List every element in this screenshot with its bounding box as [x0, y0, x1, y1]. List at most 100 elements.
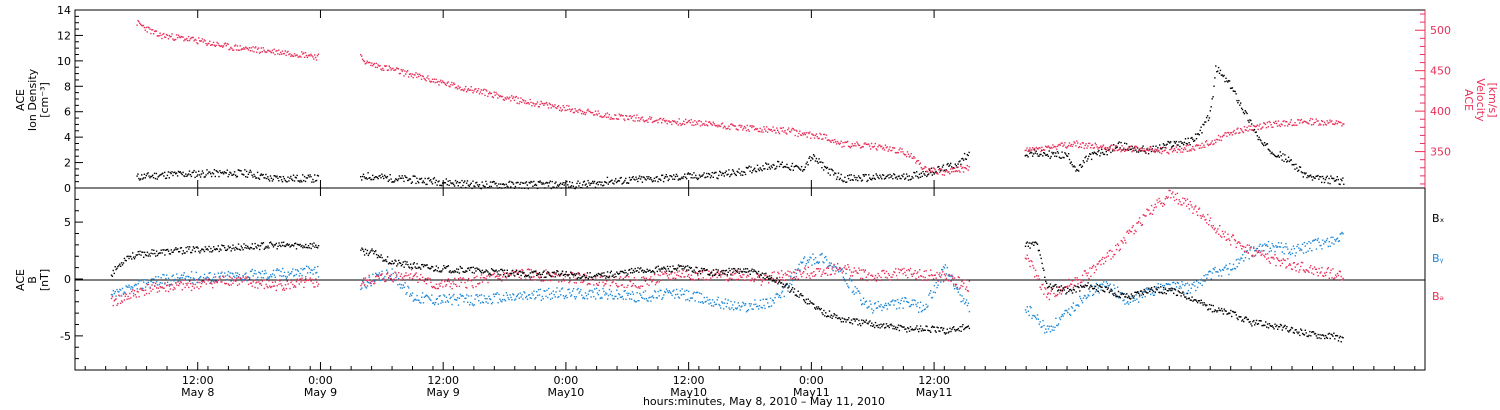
data-point-By [271, 276, 273, 278]
data-point-density [458, 182, 460, 184]
data-point-density [1244, 110, 1246, 112]
data-point-By [1086, 296, 1088, 299]
data-point-density [881, 178, 883, 180]
data-point-velocity [1207, 144, 1210, 147]
data-point-Bz [213, 280, 215, 283]
data-point-Bz [830, 273, 832, 276]
data-point-By [1277, 242, 1280, 244]
data-point-density [406, 176, 408, 179]
data-point-By [421, 296, 423, 298]
data-point-density [946, 163, 948, 166]
data-point-Bz [538, 277, 541, 279]
data-point-By [714, 303, 716, 306]
data-point-density [311, 181, 313, 183]
data-point-density [480, 187, 482, 190]
data-point-By [1234, 268, 1237, 270]
data-point-density [891, 175, 893, 177]
data-point-density [372, 174, 374, 177]
data-point-velocity [444, 83, 447, 85]
data-point-velocity [519, 101, 521, 103]
data-point-density [1271, 151, 1273, 154]
data-point-velocity [736, 128, 738, 131]
data-point-density [1168, 141, 1170, 143]
data-point-By [192, 277, 195, 279]
data-point-Bz [722, 273, 725, 275]
data-point-density [1073, 165, 1075, 167]
data-point-density [1159, 144, 1161, 146]
data-point-density [855, 179, 857, 181]
top-ytick-label: 4 [64, 131, 71, 144]
data-point-By [160, 277, 162, 279]
data-point-velocity [1293, 124, 1295, 126]
data-point-density [1229, 87, 1232, 89]
data-point-By [369, 282, 371, 284]
data-point-By [237, 276, 240, 278]
data-point-density [418, 178, 421, 180]
data-point-velocity [763, 126, 765, 128]
data-point-velocity [137, 19, 139, 22]
data-point-density [910, 178, 912, 180]
data-point-velocity [506, 96, 508, 98]
data-point-density [202, 172, 204, 174]
data-point-By [1215, 271, 1217, 273]
data-point-velocity [930, 171, 933, 174]
data-point-Bz [259, 282, 262, 285]
data-point-velocity [857, 143, 859, 145]
data-point-By [129, 286, 131, 288]
data-point-By [604, 294, 606, 296]
data-point-density [499, 187, 501, 189]
data-point-Bz [466, 287, 468, 289]
data-point-By [915, 303, 917, 306]
data-point-density [413, 175, 415, 177]
data-point-By [461, 294, 463, 297]
data-point-velocity [406, 71, 408, 73]
data-point-density [151, 175, 153, 178]
data-point-By [773, 302, 775, 304]
data-point-Bz [823, 269, 825, 271]
data-point-By [734, 307, 737, 309]
data-point-By [1162, 284, 1164, 287]
data-point-By [653, 290, 656, 292]
data-point-By [504, 300, 507, 302]
data-point-velocity [1202, 146, 1204, 148]
data-point-Bz [720, 276, 722, 278]
data-point-Bz [440, 282, 442, 284]
data-point-Bz [278, 283, 280, 285]
data-point-density [878, 177, 880, 180]
data-point-velocity [1276, 125, 1279, 127]
data-point-Bz [833, 263, 835, 266]
data-point-By [740, 306, 742, 308]
data-point-velocity [846, 141, 848, 144]
bottom-ytick-label: -5 [60, 330, 71, 343]
data-point-density [1137, 151, 1140, 153]
data-point-By [1135, 294, 1137, 296]
data-point-density [735, 174, 737, 177]
data-point-Bz [728, 278, 730, 280]
data-point-velocity [199, 40, 201, 42]
data-point-Bz [869, 279, 871, 281]
data-point-velocity [541, 102, 543, 104]
data-point-Bz [441, 280, 443, 282]
data-point-density [1151, 148, 1153, 150]
data-point-density [870, 179, 873, 181]
data-point-density [1075, 170, 1077, 172]
data-point-density [528, 181, 530, 184]
data-point-Bz [840, 269, 843, 271]
data-point-velocity [385, 65, 388, 67]
data-point-By [892, 299, 894, 301]
data-point-density [1275, 155, 1277, 158]
data-point-By [767, 302, 769, 304]
data-point-density [708, 173, 711, 176]
data-point-density [1316, 175, 1318, 177]
data-point-velocity [1261, 127, 1263, 129]
data-point-Bz [1030, 260, 1032, 262]
data-point-density [1182, 142, 1184, 144]
data-point-By [177, 277, 179, 279]
data-point-density [414, 175, 416, 178]
data-point-density [465, 186, 467, 189]
data-point-density [800, 169, 802, 171]
data-point-velocity [1303, 120, 1305, 122]
data-point-Bz [422, 279, 425, 282]
data-point-Bz [1230, 244, 1232, 246]
data-point-Bz [423, 280, 426, 283]
